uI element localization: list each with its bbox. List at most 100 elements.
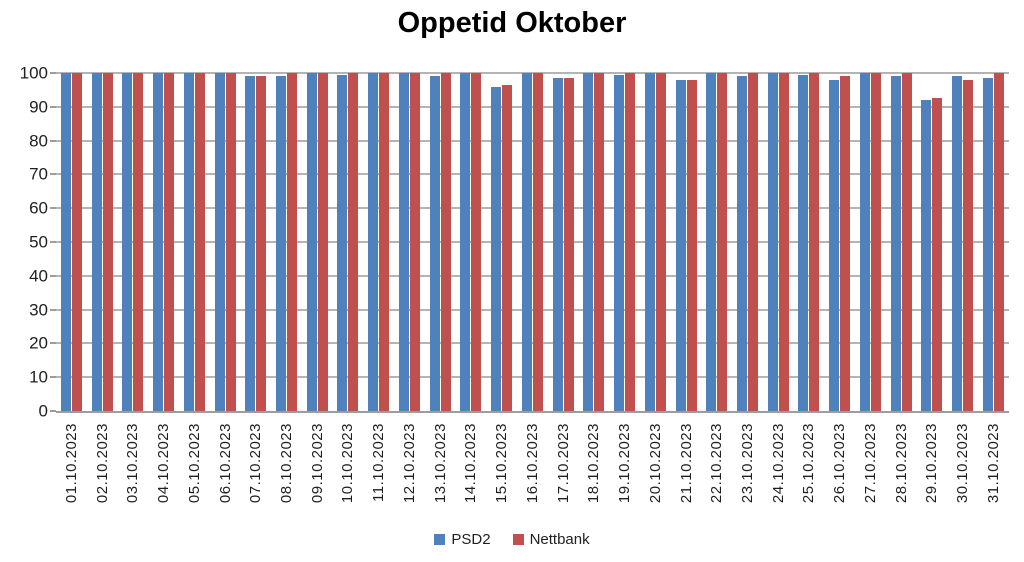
y-axis-label: 0 bbox=[38, 401, 48, 421]
bar-nettbank bbox=[594, 73, 605, 411]
bar-psd2 bbox=[737, 76, 748, 411]
bar-group-16.10.2023 bbox=[517, 73, 548, 411]
legend-item-nettbank: Nettbank bbox=[512, 531, 590, 548]
bar-psd2 bbox=[306, 73, 317, 411]
plot-area bbox=[50, 72, 1009, 413]
x-axis-label: 20.10.2023 bbox=[646, 423, 664, 504]
x-axis-label: 26.10.2023 bbox=[831, 423, 849, 504]
x-axis-label-cell: 30.10.2023 bbox=[947, 423, 978, 523]
x-axis-label-cell: 18.10.2023 bbox=[578, 423, 609, 523]
nettbank-legend-swatch bbox=[512, 534, 524, 545]
bar-nettbank bbox=[963, 79, 974, 411]
y-axis-tick bbox=[50, 342, 56, 345]
y-axis-tick bbox=[50, 72, 56, 74]
gridline-80 bbox=[56, 139, 1009, 142]
x-axis-label: 24.10.2023 bbox=[769, 423, 787, 504]
y-axis-label: 60 bbox=[29, 198, 48, 218]
bar-psd2 bbox=[767, 73, 778, 411]
y-axis-label: 40 bbox=[29, 266, 48, 286]
bar-psd2 bbox=[368, 73, 379, 411]
y-axis-tick bbox=[50, 207, 56, 210]
bar-nettbank bbox=[409, 73, 420, 411]
x-axis-label: 02.10.2023 bbox=[93, 423, 111, 504]
bar-group-22.10.2023 bbox=[701, 73, 732, 411]
bar-nettbank bbox=[563, 78, 574, 411]
x-axis-label: 21.10.2023 bbox=[677, 423, 695, 504]
bar-psd2 bbox=[276, 76, 286, 411]
bar-psd2 bbox=[122, 73, 133, 411]
x-axis-label-cell: 04.10.2023 bbox=[148, 423, 179, 523]
bar-nettbank bbox=[686, 79, 697, 411]
bar-group-01.10.2023 bbox=[56, 73, 87, 411]
y-axis: 0 10 20 30 40 50 60 70 80 90 100 bbox=[0, 65, 48, 420]
y-axis-tick bbox=[50, 376, 56, 379]
bar-group-06.10.2023 bbox=[210, 73, 241, 411]
psd2-legend-swatch bbox=[434, 534, 446, 545]
bar-group-28.10.2023 bbox=[886, 73, 917, 411]
bar-psd2 bbox=[644, 73, 655, 411]
bar-group-02.10.2023 bbox=[87, 73, 118, 411]
y-axis-tick bbox=[50, 139, 56, 142]
bar-nettbank bbox=[840, 76, 851, 411]
y-axis-label: 20 bbox=[29, 333, 48, 353]
gridlines bbox=[56, 72, 1009, 411]
x-axis-label-cell: 09.10.2023 bbox=[302, 423, 333, 523]
x-axis-label-cell: 05.10.2023 bbox=[179, 423, 210, 523]
bar-group-23.10.2023 bbox=[732, 73, 763, 411]
bar-nettbank bbox=[809, 73, 820, 411]
x-axis: 01.10.2023 02.10.2023 03.10.2023 04.10.2023… bbox=[56, 423, 1009, 523]
x-axis-label-cell: 02.10.2023 bbox=[87, 423, 118, 523]
bar-psd2 bbox=[491, 86, 502, 411]
x-axis-label: 27.10.2023 bbox=[861, 423, 879, 504]
x-axis-label-cell: 13.10.2023 bbox=[425, 423, 456, 523]
bar-psd2 bbox=[890, 76, 901, 411]
gridline-30 bbox=[56, 308, 1009, 311]
bar-nettbank bbox=[717, 73, 728, 411]
x-axis-label: 22.10.2023 bbox=[708, 423, 726, 504]
x-axis-label-cell: 28.10.2023 bbox=[886, 423, 917, 523]
bar-nettbank bbox=[256, 76, 267, 411]
bar-psd2 bbox=[337, 74, 348, 411]
x-axis-label-cell: 25.10.2023 bbox=[794, 423, 825, 523]
bar-group-20.10.2023 bbox=[640, 73, 671, 411]
bar-psd2 bbox=[675, 79, 686, 411]
y-axis-label: 90 bbox=[29, 97, 48, 117]
bar-psd2 bbox=[214, 73, 225, 411]
gridline-10 bbox=[56, 376, 1009, 379]
y-axis-tick bbox=[50, 308, 56, 311]
x-axis-label: 13.10.2023 bbox=[431, 423, 449, 504]
y-axis-tick bbox=[50, 173, 56, 176]
bar-psd2 bbox=[859, 73, 870, 411]
gridline-20 bbox=[56, 342, 1009, 345]
bar-nettbank bbox=[317, 73, 328, 411]
bar-group-25.10.2023 bbox=[794, 73, 825, 411]
x-axis-label-cell: 23.10.2023 bbox=[732, 423, 763, 523]
gridline-50 bbox=[56, 241, 1009, 243]
x-axis-label-cell: 06.10.2023 bbox=[210, 423, 241, 523]
bar-nettbank bbox=[655, 73, 666, 411]
bar-group-24.10.2023 bbox=[763, 73, 794, 411]
bar-group-07.10.2023 bbox=[240, 73, 271, 411]
x-axis-label: 15.10.2023 bbox=[493, 423, 511, 504]
x-axis-label-cell: 03.10.2023 bbox=[117, 423, 148, 523]
bar-nettbank bbox=[164, 73, 175, 411]
bar-psd2 bbox=[153, 73, 164, 411]
bar-group-21.10.2023 bbox=[671, 73, 702, 411]
bar-group-08.10.2023 bbox=[271, 73, 302, 411]
bar-group-04.10.2023 bbox=[148, 73, 179, 411]
gridline-90 bbox=[56, 105, 1009, 108]
chart-title: Oppetid Oktober bbox=[397, 7, 627, 39]
bar-nettbank bbox=[102, 73, 113, 411]
x-axis-label-cell: 31.10.2023 bbox=[978, 423, 1009, 523]
x-axis-label: 12.10.2023 bbox=[400, 423, 418, 504]
bar-psd2 bbox=[398, 73, 409, 411]
bar-psd2 bbox=[245, 76, 256, 411]
x-axis-label: 28.10.2023 bbox=[892, 423, 910, 504]
x-axis-label-cell: 12.10.2023 bbox=[394, 423, 425, 523]
bar-group-12.10.2023 bbox=[394, 73, 425, 411]
bar-nettbank bbox=[625, 73, 636, 411]
y-axis-label: 30 bbox=[29, 300, 48, 320]
bar-group-29.10.2023 bbox=[917, 73, 948, 411]
x-axis-label: 03.10.2023 bbox=[124, 423, 142, 504]
